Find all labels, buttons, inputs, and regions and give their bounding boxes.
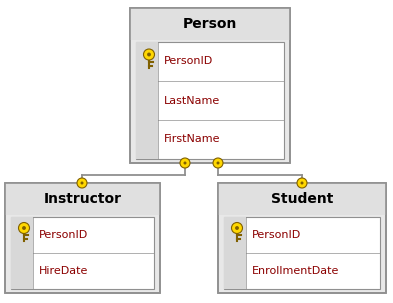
Circle shape bbox=[301, 181, 303, 185]
Text: FirstName: FirstName bbox=[164, 135, 220, 145]
Text: PersonID: PersonID bbox=[39, 230, 88, 240]
Text: PersonID: PersonID bbox=[252, 230, 301, 240]
Circle shape bbox=[180, 158, 190, 168]
FancyBboxPatch shape bbox=[136, 42, 158, 81]
FancyBboxPatch shape bbox=[224, 217, 246, 253]
Circle shape bbox=[77, 178, 87, 188]
Circle shape bbox=[235, 226, 239, 230]
Circle shape bbox=[22, 226, 26, 230]
Text: PersonID: PersonID bbox=[164, 56, 213, 66]
Text: Instructor: Instructor bbox=[44, 192, 121, 206]
FancyBboxPatch shape bbox=[130, 8, 290, 163]
Circle shape bbox=[143, 49, 154, 60]
Circle shape bbox=[213, 158, 223, 168]
Text: Person: Person bbox=[183, 17, 237, 31]
FancyBboxPatch shape bbox=[218, 183, 386, 215]
Circle shape bbox=[231, 222, 242, 234]
Circle shape bbox=[81, 181, 83, 185]
FancyBboxPatch shape bbox=[11, 253, 33, 289]
FancyBboxPatch shape bbox=[224, 217, 380, 289]
FancyBboxPatch shape bbox=[5, 183, 160, 293]
Circle shape bbox=[18, 222, 29, 234]
FancyBboxPatch shape bbox=[136, 42, 284, 159]
Text: EnrollmentDate: EnrollmentDate bbox=[252, 266, 340, 276]
FancyBboxPatch shape bbox=[136, 81, 158, 120]
FancyBboxPatch shape bbox=[218, 183, 386, 293]
Circle shape bbox=[184, 161, 187, 165]
Circle shape bbox=[297, 178, 307, 188]
FancyBboxPatch shape bbox=[224, 253, 246, 289]
Circle shape bbox=[217, 161, 220, 165]
Text: LastName: LastName bbox=[164, 95, 220, 105]
FancyBboxPatch shape bbox=[130, 8, 290, 40]
Circle shape bbox=[147, 53, 151, 56]
FancyBboxPatch shape bbox=[136, 120, 158, 159]
FancyBboxPatch shape bbox=[11, 217, 154, 289]
FancyBboxPatch shape bbox=[11, 217, 33, 253]
Text: Student: Student bbox=[271, 192, 333, 206]
FancyBboxPatch shape bbox=[5, 183, 160, 215]
Text: HireDate: HireDate bbox=[39, 266, 88, 276]
